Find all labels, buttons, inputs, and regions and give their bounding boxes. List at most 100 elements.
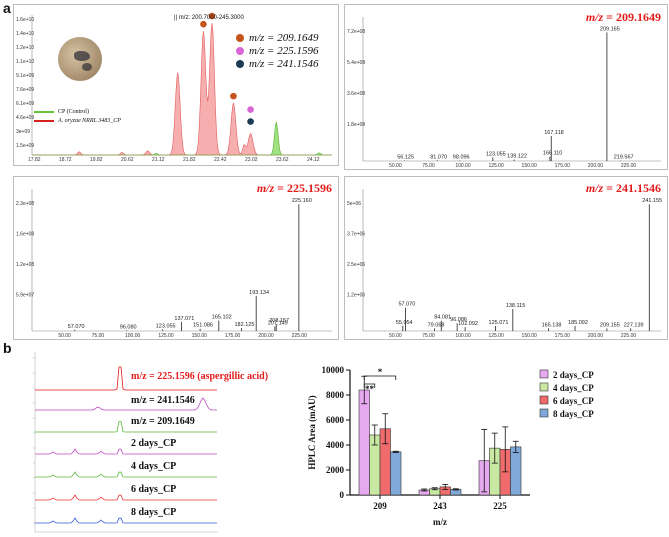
y-tick-label: 3.6e+08 [347,91,365,97]
peak-label: 151.086 [193,323,213,329]
spectrum-title: m/z = 225.1596 [257,181,332,196]
legend-dot [236,34,244,43]
y-tick-label: 1.4e+10 [16,31,34,37]
trace-swatch [34,119,54,122]
x-tick-label: 20.62 [121,157,134,163]
x-tick-label: 225.00 [621,333,637,339]
hplc-traces [33,352,218,533]
legend-label: 4 days_CP [553,383,594,393]
peak-label: 207.149 [268,320,288,326]
x-tick-label: 23.02 [245,157,258,163]
y-tick-label: 3.7e+06 [347,232,365,238]
peak-label: 138.115 [506,303,525,309]
x-tick-label: 75.00 [422,163,435,169]
peak-label: 227.139 [624,322,644,328]
x-tick-label: 21.12 [152,157,165,163]
title-prefix: m/z [585,181,604,195]
petri-dish-photo [58,37,102,81]
tic-chart: 1.6e+10 1.4e+10 1.2e+10 1.1e+10 9.1e+09 7.6e+… [16,12,332,163]
hplc-trace [35,471,217,478]
peak-label: 123.055 [156,323,176,329]
peak-label: 209.165 [600,26,620,32]
peak-marker [230,92,237,100]
hplc-trace [35,494,217,501]
title-value: = 225.1596 [274,181,332,195]
x-tick-label: 100.00 [455,163,471,169]
y-tick-label: 1.2e+10 [16,45,34,51]
tic-panel: 1.6e+10 1.4e+10 1.2e+10 1.1e+10 9.1e+09 7.6e+… [13,4,339,166]
trace-legend-sample: A. oryzae NRRL 3483_CP [34,118,121,124]
x-tick-label: 150.00 [522,163,538,169]
legend-dot [236,60,244,69]
legend-label: m/z = 241.1546 [249,58,319,70]
x-tick-label: 150.00 [192,333,208,339]
hplc-label: 6 days_CP [131,484,177,495]
y-tick-label: 8000 [326,390,345,400]
y-tick-label: 1.2e+08 [16,262,34,268]
trace-label: A. oryzae NRRL 3483_CP [58,118,121,124]
y-tick-label: 1.5e+09 [16,143,34,149]
hplc-trace [35,448,217,455]
x-tick-label: 75.00 [92,333,105,339]
title-prefix: m/z [256,181,275,195]
spectrum-chart: 7.2e+08 5.4e+08 3.6e+08 1.8e+08 50.00 75.00 10… [347,17,661,169]
y-tick-label: 2.3e+08 [16,201,34,207]
bar-chart-svg: 0 2000 4000 6000 8000 10000 HPLC Area (mAU) m/z… [307,365,594,527]
legend-label: 8 days_CP [553,409,594,419]
peak-label: 123.055 [486,151,506,157]
peak-label: 209.155 [600,322,620,328]
spectrum-title: m/z = 209.1649 [586,10,661,25]
y-tick-label: 4.6e+09 [16,115,34,121]
y-tick-label: 5.4e+08 [347,60,365,66]
bar [390,451,402,496]
peak-marker [200,20,207,28]
x-axis-title: m/z [433,517,447,527]
x-tick-label: 75.00 [422,333,435,339]
legend-swatch [539,395,549,405]
x-tick-label: 243 [433,501,447,511]
bar [358,389,370,496]
hplc-label: m/z = 225.1596 (aspergillic acid) [131,371,269,382]
peak-label: 102.092 [458,321,478,327]
peak-label: 84.081 [434,315,451,321]
y-axis-title: HPLC Area (mAU) [307,395,317,469]
y-tick-label: 6000 [326,415,345,425]
legend-label: 6 days_CP [553,396,594,406]
y-tick-label: 7.2e+08 [347,29,365,35]
legend-225: m/z = 225.1596 [236,45,318,57]
legend-209: m/z = 209.1649 [236,32,318,44]
trace-label: CP (Control) [58,109,89,115]
peak-label: 57.070 [398,302,415,308]
significance-label: * [378,367,383,377]
hplc-area-bar-chart: 0 2000 4000 6000 8000 10000 HPLC Area (mAU) m/z… [305,355,665,535]
x-tick-label: 100.00 [455,333,471,339]
peak-label: 167.118 [544,130,563,136]
legend-label: m/z = 209.1649 [249,32,319,44]
spectrum-panel-241: 5e+06 3.7e+06 2.5e+06 1.2e+06 50.00 75.00 100.… [344,176,668,340]
x-tick-label: 19.82 [90,157,103,163]
title-prefix: m/z [585,10,604,24]
tic-range-label: || m/z: 200.7000-245.3000 [174,15,244,21]
significance-bracket [363,375,397,380]
peak-label: 166.110 [543,151,562,157]
legend-label: m/z = 225.1596 [249,45,319,57]
control-trace [32,122,332,156]
hplc-trace [35,366,217,391]
y-tick-label: 1.6e+10 [16,17,34,23]
x-tick-label: 23.62 [276,157,289,163]
x-tick-label: 50.00 [389,163,402,169]
y-tick-label: 1.1e+10 [16,59,34,65]
hplc-chromatogram-panel: m/z = 225.1596 (aspergillic acid) m/z = … [13,350,333,535]
x-tick-label: 125.00 [158,333,174,339]
bar [510,446,522,496]
y-tick-label: 10000 [322,365,345,375]
legend-241: m/z = 241.1546 [236,58,318,70]
peak-label: 182.125 [235,322,255,328]
peak-label: 98.096 [453,154,470,160]
legend-swatch [539,369,549,379]
spectrum-panel-225: 2.3e+08 1.6e+08 1.2e+08 5.9e+07 50.00 75.00 10… [13,176,339,340]
hplc-trace [35,517,217,524]
hplc-label: 4 days_CP [131,461,177,472]
peak-label: 165.138 [542,322,562,328]
legend-label: 2 days_CP [553,370,594,380]
